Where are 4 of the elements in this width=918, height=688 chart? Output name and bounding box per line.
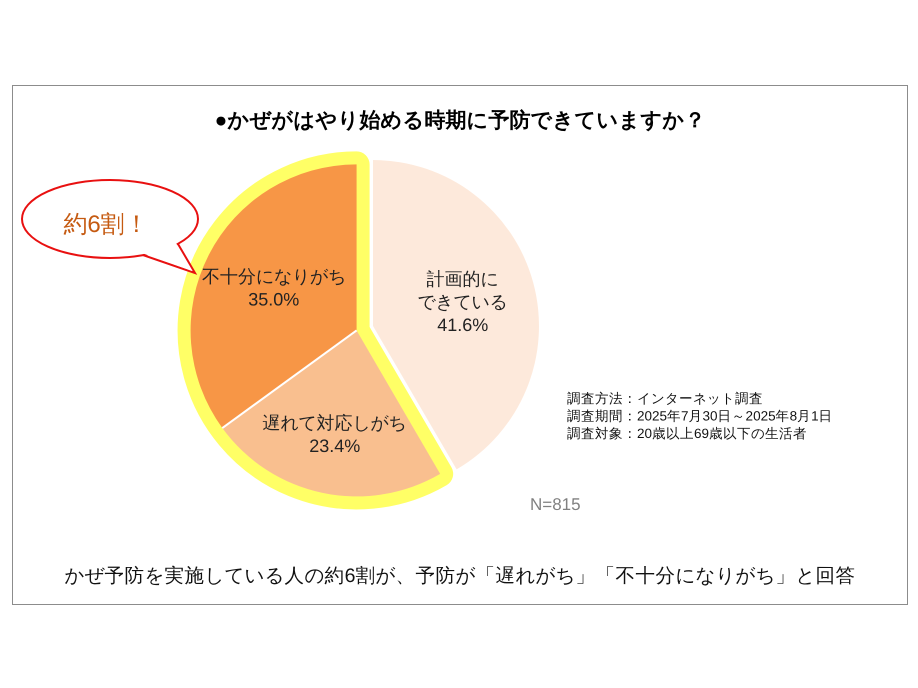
sample-size: N=815: [530, 495, 581, 514]
caption: かぜ予防を実施している人の約6割が、予防が「遅れがち」「不十分になりがち」と回答: [64, 565, 856, 587]
callout-text: 約6割！: [63, 211, 149, 238]
title: ●かぜがはやり始める時期に予防できていますか？: [214, 109, 706, 132]
